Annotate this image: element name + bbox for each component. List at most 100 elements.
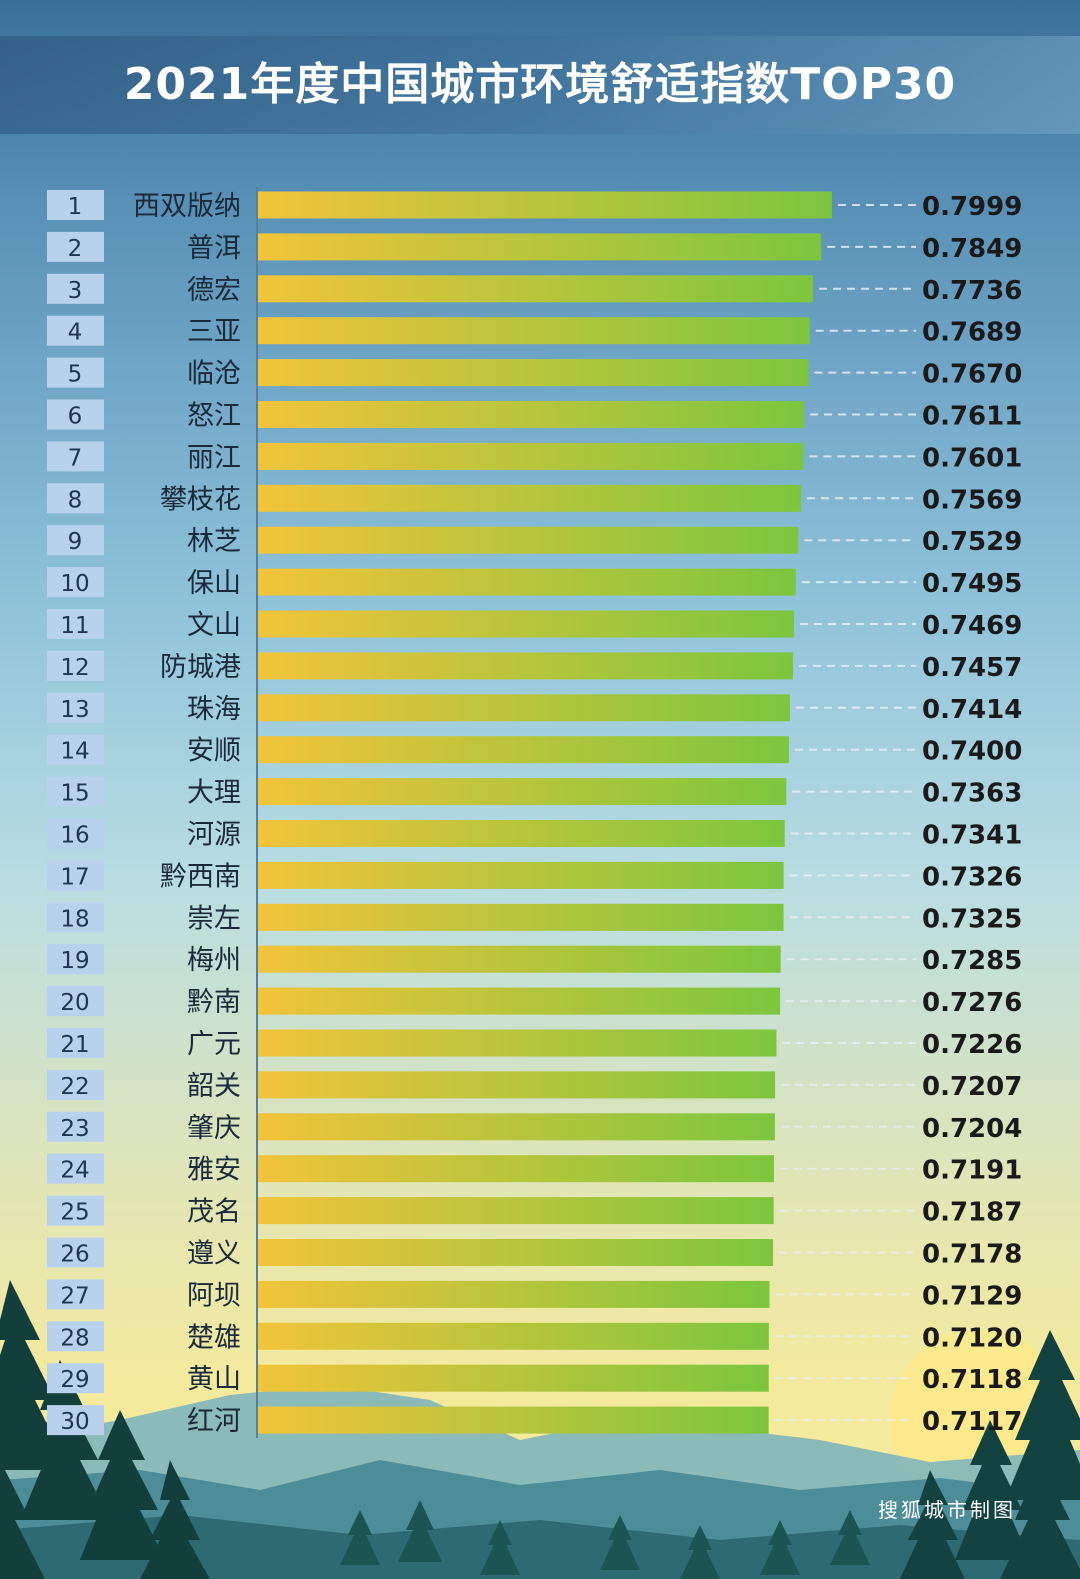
- category-label: 茂名: [187, 1197, 241, 1228]
- rank-box: [47, 734, 104, 765]
- bar: [258, 945, 781, 973]
- bar: [258, 1364, 769, 1392]
- rank-box: [47, 1153, 104, 1184]
- rank-box: [47, 483, 104, 514]
- credit-text: 搜狐城市制图: [878, 1498, 1016, 1522]
- rank-label: 11: [60, 613, 89, 639]
- forest-bottom: [340, 1500, 870, 1579]
- rank-box: [47, 860, 104, 891]
- bar: [258, 526, 799, 554]
- rank-label: 24: [60, 1158, 89, 1184]
- data-label: 0.7117: [922, 1407, 1022, 1437]
- rank-label: 4: [68, 320, 83, 346]
- category-label: 雅安: [187, 1155, 241, 1186]
- near-hills: [0, 1515, 1080, 1579]
- rank-box: [47, 986, 104, 1017]
- bar: [258, 987, 781, 1015]
- data-label: 0.7457: [922, 653, 1022, 683]
- rank-label: 13: [60, 697, 89, 723]
- data-label: 0.7207: [922, 1072, 1022, 1102]
- rank-box: [47, 441, 104, 472]
- bar: [258, 1322, 769, 1350]
- data-label: 0.7736: [922, 276, 1022, 306]
- category-label: 德宏: [187, 275, 241, 306]
- category-label: 临沧: [187, 359, 241, 390]
- rank-label: 2: [68, 236, 83, 262]
- rank-label: 1: [68, 194, 83, 220]
- bar: [258, 442, 804, 470]
- bar: [258, 736, 789, 764]
- rank-label: 10: [60, 571, 89, 597]
- bar: [258, 820, 785, 847]
- rank-box: [47, 315, 104, 346]
- data-label: 0.7326: [922, 862, 1022, 892]
- data-label: 0.7689: [922, 318, 1022, 348]
- rank-label: 18: [60, 906, 89, 932]
- rank-box: [47, 231, 104, 262]
- category-label: 楚雄: [187, 1322, 241, 1353]
- bar: [258, 903, 784, 931]
- rank-box: [47, 776, 104, 807]
- rank-label: 22: [60, 1074, 89, 1100]
- rank-box: [47, 1405, 104, 1436]
- page-title: 2021年度中国城市环境舒适指数TOP30: [123, 59, 957, 110]
- data-label: 0.7363: [922, 779, 1022, 809]
- category-label: 红河: [187, 1406, 241, 1437]
- rank-label: 19: [60, 948, 89, 974]
- rank-box: [47, 1195, 104, 1226]
- bar: [258, 568, 796, 596]
- category-label: 阿坝: [187, 1280, 241, 1311]
- bar: [258, 778, 787, 806]
- category-label: 河源: [187, 820, 241, 851]
- rank-box: [47, 650, 104, 681]
- rank-label: 7: [68, 445, 83, 471]
- category-label: 黔南: [187, 987, 241, 1018]
- bar: [258, 191, 832, 219]
- rank-label: 5: [68, 362, 83, 388]
- category-label: 普洱: [187, 233, 241, 264]
- rank-label: 12: [60, 655, 89, 681]
- bar: [258, 317, 810, 345]
- data-label: 0.7414: [922, 695, 1022, 725]
- data-label: 0.7325: [922, 904, 1022, 934]
- rank-label: 30: [60, 1409, 89, 1435]
- rank-label: 8: [68, 487, 83, 513]
- data-label: 0.7276: [922, 988, 1022, 1018]
- category-label: 丽江: [187, 442, 241, 473]
- rank-box: [47, 567, 104, 598]
- category-label: 大理: [187, 778, 241, 809]
- data-label: 0.7569: [922, 485, 1022, 515]
- rank-label: 23: [60, 1116, 89, 1142]
- rank-box: [47, 1028, 104, 1058]
- rank-label: 21: [60, 1032, 89, 1058]
- rank-box: [47, 818, 104, 849]
- bar: [258, 1239, 774, 1266]
- rank-box: [47, 692, 104, 723]
- rank-box: [47, 273, 104, 304]
- category-label: 梅州: [187, 945, 241, 976]
- rank-box: [47, 902, 104, 933]
- rank-box: [47, 609, 104, 639]
- data-label: 0.7285: [922, 946, 1022, 976]
- forest-left: [0, 1280, 210, 1579]
- rank-label: 25: [60, 1200, 89, 1226]
- rank-label: 15: [60, 781, 89, 807]
- rank-label: 20: [60, 990, 89, 1016]
- category-label: 西双版纳: [133, 191, 241, 222]
- bar: [258, 359, 809, 387]
- rank-label: 26: [60, 1242, 89, 1268]
- bar: [258, 401, 805, 428]
- rank-box: [47, 399, 104, 430]
- bar: [258, 1113, 775, 1141]
- bar: [258, 233, 822, 261]
- data-label: 0.7670: [922, 360, 1022, 390]
- category-label: 肇庆: [187, 1113, 241, 1144]
- category-label: 珠海: [187, 694, 241, 725]
- bar: [258, 1029, 777, 1057]
- bar: [258, 652, 794, 680]
- forest-right: [900, 1330, 1080, 1579]
- data-label: 0.7204: [922, 1114, 1022, 1144]
- data-label: 0.7187: [922, 1198, 1022, 1228]
- bar: [258, 1197, 774, 1225]
